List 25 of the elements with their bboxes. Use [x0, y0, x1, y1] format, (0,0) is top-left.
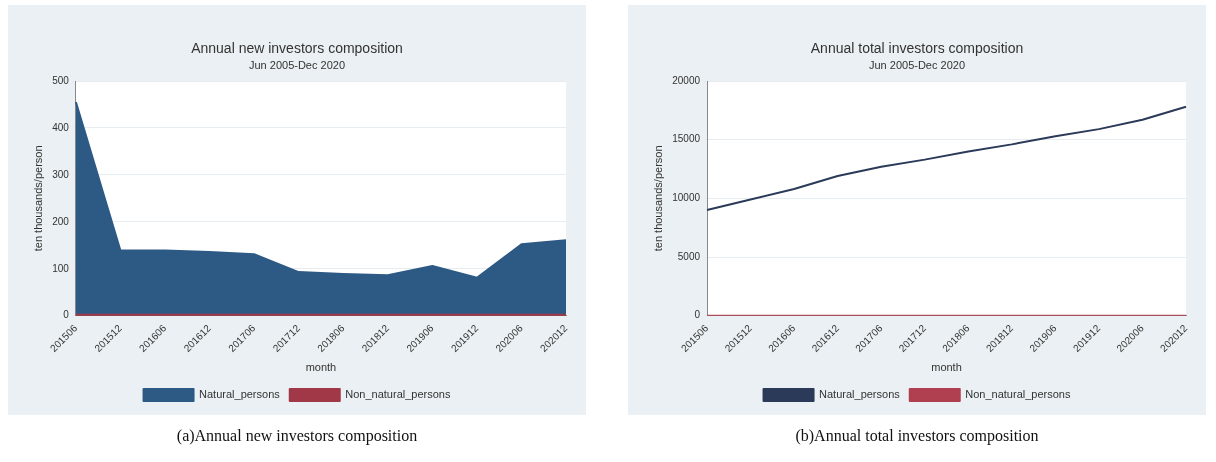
y-tick-label: 0 — [63, 309, 70, 321]
y-tick-label: 15000 — [672, 133, 701, 145]
legend-label: Natural_persons — [199, 388, 281, 401]
x-axis-title: month — [931, 361, 962, 374]
text: (b)Annual total investors composition — [794, 427, 1040, 445]
y-tick-label: 20000 — [672, 74, 701, 86]
y-tick-label: 200 — [52, 215, 70, 227]
legend-label: Non_natural_persons — [965, 388, 1071, 401]
legend-label: Natural_persons — [819, 388, 901, 401]
x-axis-title: month — [305, 361, 337, 374]
y-tick-label: 100 — [52, 262, 70, 274]
chart-title: Annual new investors composition — [191, 40, 403, 57]
y-axis-title: ten thousands/person — [651, 145, 664, 252]
y-tick-label: 5000 — [677, 250, 701, 262]
y-tick-label: 10000 — [672, 192, 701, 204]
text: (a)Annual new investors composition — [175, 427, 419, 445]
chart-title: Annual total investors composition — [810, 40, 1024, 57]
y-tick-label: 500 — [52, 74, 70, 86]
legend-label: Non_natural_persons — [345, 388, 451, 401]
y-tick-label: 0 — [694, 309, 701, 321]
chart-subtitle: Jun 2005-Dec 2020 — [868, 59, 966, 72]
y-tick-label: 300 — [52, 168, 70, 180]
chart-subtitle: Jun 2005-Dec 2020 — [248, 59, 346, 72]
y-tick-label: 400 — [52, 121, 70, 133]
y-axis-title: ten thousands/person — [31, 145, 44, 252]
